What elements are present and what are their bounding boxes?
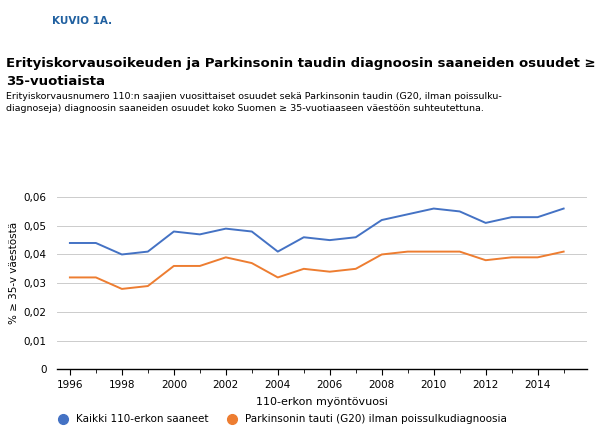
Text: 35-vuotiaista: 35-vuotiaista: [6, 75, 105, 88]
X-axis label: 110-erkon myöntövuosi: 110-erkon myöntövuosi: [256, 397, 388, 406]
Legend: Kaikki 110-erkon saaneet, Parkinsonin tauti (G20) ilman poissulkudiagnoosia: Kaikki 110-erkon saaneet, Parkinsonin ta…: [48, 410, 511, 428]
Y-axis label: % ≥ 35-v väestöstä: % ≥ 35-v väestöstä: [10, 222, 19, 324]
Text: KUVIO 1A.: KUVIO 1A.: [52, 17, 111, 26]
Text: Erityiskorvausoikeuden ja Parkinsonin taudin diagnoosin saaneiden osuudet ≥: Erityiskorvausoikeuden ja Parkinsonin ta…: [6, 57, 595, 70]
Text: Erityiskorvausnumero 110:n saajien vuosittaiset osuudet sekä Parkinsonin taudin : Erityiskorvausnumero 110:n saajien vuosi…: [6, 92, 502, 113]
